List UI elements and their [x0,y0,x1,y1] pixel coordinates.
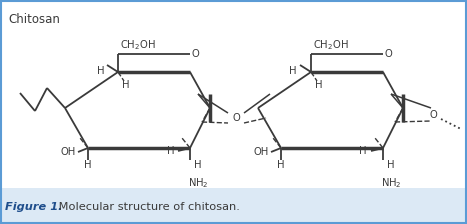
Text: Figure 1.: Figure 1. [5,202,63,212]
Text: CH$_2$OH: CH$_2$OH [120,38,156,52]
Text: OH: OH [61,147,76,157]
Text: Molecular structure of chitosan.: Molecular structure of chitosan. [55,202,240,212]
Text: H: H [97,66,104,76]
Text: H: H [315,80,323,90]
Text: NH$_2$: NH$_2$ [188,176,208,190]
Text: NH$_2$: NH$_2$ [381,176,401,190]
Text: H: H [167,146,174,156]
Text: H: H [277,160,285,170]
FancyBboxPatch shape [0,188,467,224]
Text: H: H [360,146,367,156]
Text: H: H [290,66,297,76]
Text: OH: OH [254,147,269,157]
Text: Chitosan: Chitosan [8,13,60,26]
Text: H: H [84,160,92,170]
Text: O: O [191,49,199,59]
Text: H: H [122,80,130,90]
Text: H: H [194,160,202,170]
Text: O: O [384,49,392,59]
Text: CH$_2$OH: CH$_2$OH [313,38,349,52]
Text: O: O [232,113,240,123]
Text: O: O [429,110,437,120]
Text: H: H [387,160,395,170]
